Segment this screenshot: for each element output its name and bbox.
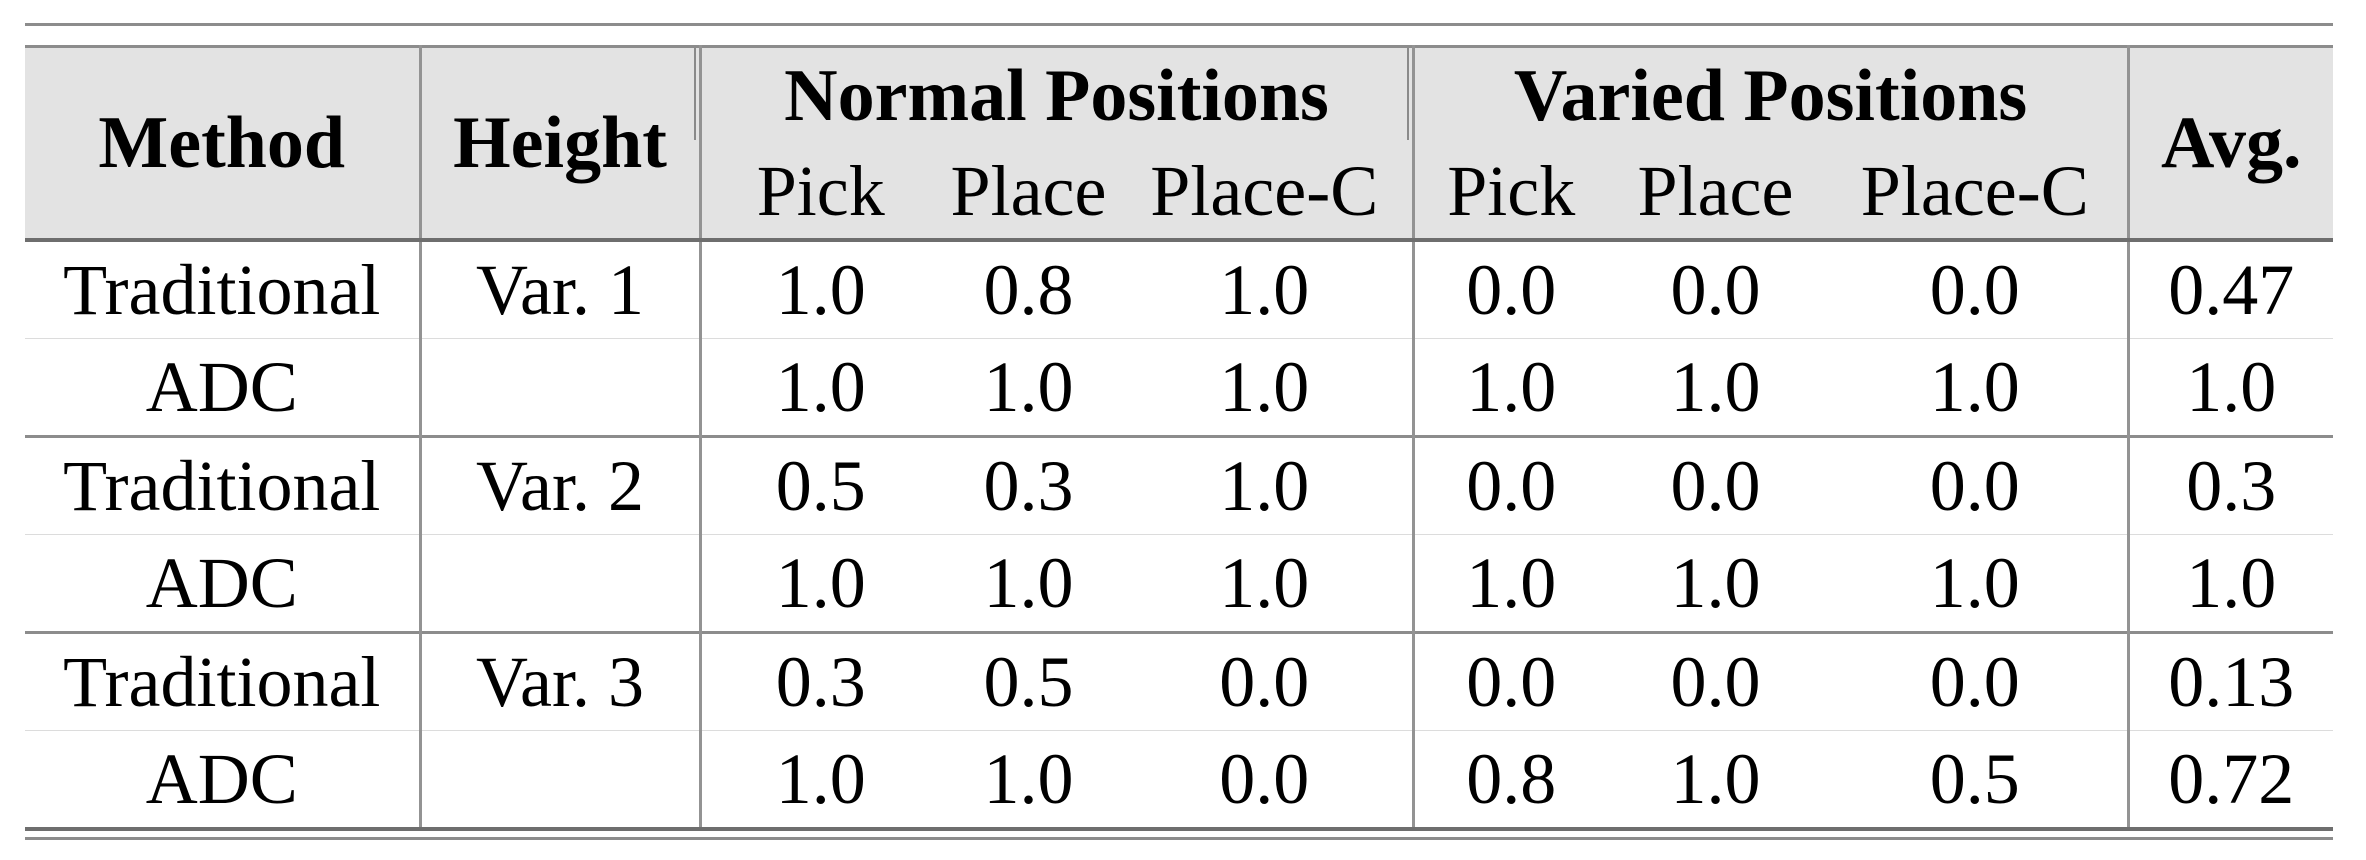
cell-normal-pick: 0.3 (698, 631, 940, 731)
header-method: Method (25, 46, 420, 242)
cell-normal-pick: 1.0 (698, 534, 940, 633)
table-row: Traditional Var. 1 1.0 0.8 1.0 0.0 0.0 0… (25, 240, 2334, 339)
cell-normal-place: 1.0 (940, 730, 1117, 829)
cell-normal-pick: 1.0 (698, 730, 940, 829)
results-table: Method Height Normal Positions Varied Po… (25, 45, 2334, 831)
cell-height: Var. 2 (418, 435, 700, 535)
cell-varied-pick: 0.0 (1411, 240, 1609, 339)
table-row: Traditional Var. 3 0.3 0.5 0.0 0.0 0.0 0… (25, 631, 2334, 731)
cell-varied-place-c: 0.0 (1823, 435, 2129, 535)
table-row: ADC 1.0 1.0 1.0 1.0 1.0 1.0 1.0 (25, 338, 2334, 437)
cell-height: Var. 3 (418, 631, 700, 731)
bottom-rule (25, 837, 2333, 840)
header-row-tasks: Pick Place Place-C Pick Place Place-C (25, 143, 2333, 242)
header-varied-positions: Varied Positions (1411, 46, 2129, 143)
cell-normal-place-c: 0.0 (1117, 730, 1414, 829)
cell-varied-pick: 1.0 (1411, 338, 1609, 437)
cell-normal-pick: 1.0 (698, 240, 940, 339)
cell-avg: 0.47 (2126, 240, 2334, 339)
cell-avg: 0.3 (2126, 435, 2334, 535)
cell-method: Traditional (25, 435, 420, 535)
cell-method: ADC (25, 730, 420, 829)
cell-height (418, 338, 700, 437)
cell-avg: 0.72 (2126, 730, 2334, 829)
cell-normal-place-c: 1.0 (1117, 435, 1414, 535)
cell-avg: 1.0 (2126, 338, 2334, 437)
cell-varied-place: 0.0 (1608, 240, 1824, 339)
table-row: Traditional Var. 2 0.5 0.3 1.0 0.0 0.0 0… (25, 435, 2334, 535)
cell-height (418, 730, 700, 829)
cell-normal-place-c: 1.0 (1117, 240, 1414, 339)
cell-avg: 1.0 (2126, 534, 2334, 633)
cell-avg: 0.13 (2126, 631, 2334, 731)
cell-varied-place-c: 1.0 (1823, 534, 2129, 633)
cell-varied-place-c: 0.5 (1823, 730, 2129, 829)
subheader-normal-pick: Pick (698, 143, 940, 242)
top-rule (25, 23, 2333, 26)
header-height: Height (418, 46, 700, 242)
cell-method: ADC (25, 534, 420, 633)
cell-normal-place-c: 0.0 (1117, 631, 1414, 731)
cell-normal-place: 1.0 (940, 534, 1117, 633)
table-row: ADC 1.0 1.0 0.0 0.8 1.0 0.5 0.72 (25, 730, 2334, 829)
cell-varied-place-c: 0.0 (1823, 631, 2129, 731)
header-avg: Avg. (2126, 46, 2334, 242)
cell-varied-place-c: 1.0 (1823, 338, 2129, 437)
cell-normal-place: 0.5 (940, 631, 1117, 731)
cell-normal-pick: 1.0 (698, 338, 940, 437)
cell-height: Var. 1 (418, 240, 700, 339)
cell-varied-place: 1.0 (1608, 338, 1824, 437)
cell-height (418, 534, 700, 633)
subheader-normal-place-c: Place-C (1117, 143, 1414, 242)
cell-normal-place: 0.3 (940, 435, 1117, 535)
cell-varied-pick: 0.0 (1411, 631, 1609, 731)
cell-varied-place: 1.0 (1608, 534, 1824, 633)
subheader-varied-place: Place (1608, 143, 1824, 242)
cell-method: Traditional (25, 240, 420, 339)
cell-varied-place: 0.0 (1608, 435, 1824, 535)
double-line-right (1407, 48, 1409, 140)
table-row: ADC 1.0 1.0 1.0 1.0 1.0 1.0 1.0 (25, 534, 2334, 633)
cell-varied-place-c: 0.0 (1823, 240, 2129, 339)
cell-varied-place: 0.0 (1608, 631, 1824, 731)
cell-normal-place: 0.8 (940, 240, 1117, 339)
header-normal-positions: Normal Positions (698, 46, 1414, 143)
cell-varied-pick: 0.0 (1411, 435, 1609, 535)
cell-varied-pick: 0.8 (1411, 730, 1609, 829)
cell-method: Traditional (25, 631, 420, 731)
subheader-varied-place-c: Place-C (1823, 143, 2129, 242)
cell-varied-place: 1.0 (1608, 730, 1824, 829)
subheader-varied-pick: Pick (1411, 143, 1609, 242)
cell-method: ADC (25, 338, 420, 437)
subheader-normal-place: Place (940, 143, 1117, 242)
cell-varied-pick: 1.0 (1411, 534, 1609, 633)
header-row-groups: Method Height Normal Positions Varied Po… (25, 46, 2334, 242)
double-line-left (694, 48, 696, 140)
cell-normal-pick: 0.5 (698, 435, 940, 535)
cell-normal-place: 1.0 (940, 338, 1117, 437)
cell-normal-place-c: 1.0 (1117, 534, 1414, 633)
cell-normal-place-c: 1.0 (1117, 338, 1414, 437)
